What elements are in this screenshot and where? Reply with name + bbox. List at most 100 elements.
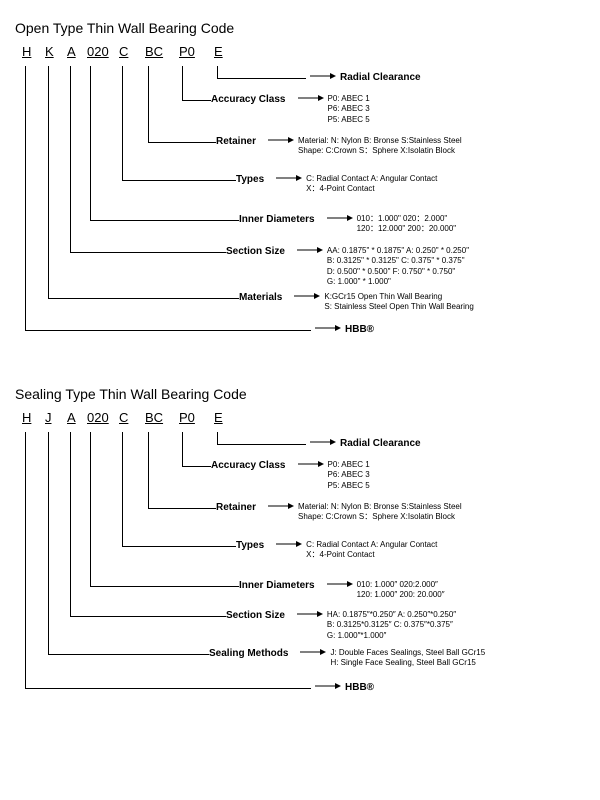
code-part: P0: [177, 410, 197, 425]
definition-label: Inner Diameters: [239, 214, 315, 225]
code-part: H: [20, 44, 33, 59]
code-part: BC: [143, 44, 165, 59]
diagram-area: Radial Clearance Accuracy Class P0: ABEC …: [15, 66, 585, 356]
connector-vertical: [148, 432, 149, 508]
connector-vertical: [70, 66, 71, 252]
definition-label: HBB®: [345, 324, 374, 335]
arrow-icon: [327, 580, 353, 588]
arrow-icon: [297, 246, 323, 254]
arrow-icon: [300, 648, 326, 656]
connector-horizontal: [90, 586, 239, 587]
code-section: Open Type Thin Wall Bearing CodeHKA020CB…: [15, 20, 585, 356]
definition-label: Radial Clearance: [340, 72, 421, 83]
connector-vertical: [90, 432, 91, 586]
definition-description: 010: 1.000″ 020:2.000″ 120: 1.000″ 200: …: [357, 580, 445, 601]
definition-row: Inner Diameters 010: 1.000″ 020:2.000″ 1…: [239, 580, 445, 601]
definition-row: Materials K:GCr15 Open Thin Wall Bearing…: [239, 292, 474, 313]
definition-row: Retainer Material: N: Nylon B: Bronse S:…: [216, 502, 462, 523]
code-part: E: [212, 44, 225, 59]
connector-horizontal: [217, 78, 306, 79]
section-title: Sealing Type Thin Wall Bearing Code: [15, 386, 585, 402]
connector-vertical: [25, 432, 26, 688]
definition-row: Inner Diameters 010：1.000" 020：2.000" 12…: [239, 214, 456, 235]
code-part: 020: [85, 410, 111, 425]
arrow-icon: [310, 72, 336, 80]
code-part: E: [212, 410, 225, 425]
definition-label: Accuracy Class: [211, 460, 286, 471]
code-section: Sealing Type Thin Wall Bearing CodeHJA02…: [15, 386, 585, 712]
connector-horizontal: [48, 654, 209, 655]
code-part: K: [43, 44, 56, 59]
connector-horizontal: [217, 444, 306, 445]
connector-horizontal: [70, 252, 226, 253]
connector-vertical: [148, 66, 149, 142]
arrow-icon: [294, 292, 320, 300]
definition-label: Retainer: [216, 136, 256, 147]
section-title: Open Type Thin Wall Bearing Code: [15, 20, 585, 36]
arrow-icon: [315, 324, 341, 332]
connector-vertical: [90, 66, 91, 220]
arrow-icon: [298, 94, 324, 102]
definition-description: P0: ABEC 1 P6: ABEC 3 P5: ABEC 5: [328, 94, 370, 125]
definition-description: Material: N: Nylon B: Bronse S:Stainless…: [298, 502, 462, 523]
definition-description: C: Radial Contact A: Angular Contact X：4…: [306, 174, 437, 195]
connector-horizontal: [25, 330, 311, 331]
definition-label: Section Size: [226, 610, 285, 621]
arrow-icon: [298, 460, 324, 468]
definition-row: Types C: Radial Contact A: Angular Conta…: [236, 174, 437, 195]
definition-row: Accuracy Class P0: ABEC 1 P6: ABEC 3 P5:…: [211, 94, 370, 125]
definition-description: AA: 0.1875" * 0.1875" A: 0.250" * 0.250"…: [327, 246, 469, 288]
definition-row: HBB®: [311, 324, 382, 335]
diagram-area: Radial Clearance Accuracy Class P0: ABEC …: [15, 432, 585, 712]
code-part: P0: [177, 44, 197, 59]
connector-horizontal: [148, 508, 216, 509]
code-part: A: [65, 44, 78, 59]
definition-label: Section Size: [226, 246, 285, 257]
code-row: HKA020CBCP0E: [15, 44, 585, 62]
connector-horizontal: [122, 546, 236, 547]
definition-description: J: Double Faces Sealings, Steel Ball GCr…: [330, 648, 485, 669]
connector-horizontal: [48, 298, 239, 299]
code-row: HJA020CBCP0E: [15, 410, 585, 428]
definition-label: Radial Clearance: [340, 438, 421, 449]
definition-description: C: Radial Contact A: Angular Contact X：4…: [306, 540, 437, 561]
connector-vertical: [217, 432, 218, 444]
connector-horizontal: [182, 100, 211, 101]
definition-row: Radial Clearance: [306, 72, 429, 83]
connector-vertical: [182, 432, 183, 466]
connector-horizontal: [90, 220, 239, 221]
code-part: BC: [143, 410, 165, 425]
arrow-icon: [276, 540, 302, 548]
arrow-icon: [268, 136, 294, 144]
code-part: J: [43, 410, 54, 425]
code-part: H: [20, 410, 33, 425]
definition-description: K:GCr15 Open Thin Wall Bearing S: Stainl…: [324, 292, 473, 313]
connector-horizontal: [182, 466, 211, 467]
code-part: C: [117, 410, 130, 425]
definition-label: HBB®: [345, 682, 374, 693]
definition-label: Inner Diameters: [239, 580, 315, 591]
definition-description: P0: ABEC 1 P6: ABEC 3 P5: ABEC 5: [328, 460, 370, 491]
definition-row: Types C: Radial Contact A: Angular Conta…: [236, 540, 437, 561]
definition-label: Sealing Methods: [209, 648, 288, 659]
definition-label: Accuracy Class: [211, 94, 286, 105]
connector-vertical: [70, 432, 71, 616]
connector-vertical: [217, 66, 218, 78]
arrow-icon: [268, 502, 294, 510]
definition-label: Types: [236, 540, 264, 551]
connector-horizontal: [70, 616, 226, 617]
definition-description: 010：1.000" 020：2.000" 120：12.000" 200：20…: [357, 214, 457, 235]
arrow-icon: [297, 610, 323, 618]
arrow-icon: [310, 438, 336, 446]
arrow-icon: [276, 174, 302, 182]
connector-horizontal: [148, 142, 216, 143]
definition-row: Sealing Methods J: Double Faces Sealings…: [209, 648, 485, 669]
arrow-icon: [315, 682, 341, 690]
code-part: 020: [85, 44, 111, 59]
definition-row: Section Size HA: 0.1875″*0.250″ A: 0.250…: [226, 610, 456, 641]
definition-label: Retainer: [216, 502, 256, 513]
connector-vertical: [48, 66, 49, 298]
connector-vertical: [48, 432, 49, 654]
connector-vertical: [122, 432, 123, 546]
connector-vertical: [25, 66, 26, 330]
